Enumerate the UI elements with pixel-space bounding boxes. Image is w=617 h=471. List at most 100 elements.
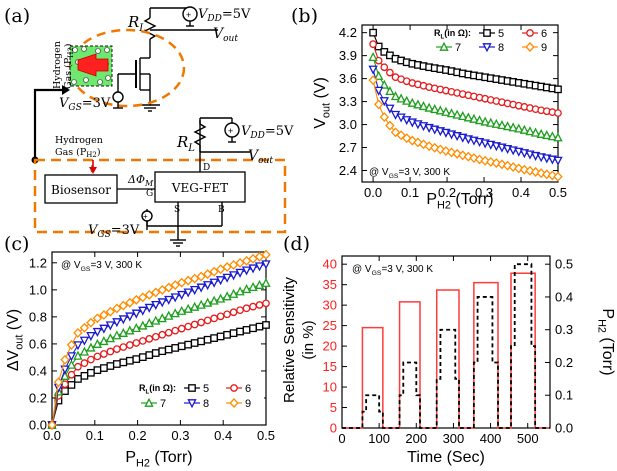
svg-text:ΔΦM: ΔΦM (127, 173, 154, 188)
panel-label-c: (c) (4, 233, 29, 255)
y-tick-label: 0.0 (29, 418, 47, 433)
data-point (237, 328, 243, 334)
data-point (94, 367, 100, 373)
data-point (81, 360, 87, 366)
condition-annotation: @ VGS=3 V, 300 K (61, 260, 142, 273)
svg-text:VGS=3V: VGS=3V (88, 223, 140, 240)
y-axis-label: Vout (V) (312, 77, 332, 129)
legend: RL(in Ω): 5 6 7 8 9 (136, 376, 264, 412)
svg-text:Gas (PH2): Gas (PH2) (55, 147, 101, 159)
svg-text:Vout: Vout (213, 26, 238, 44)
y-right-tick-label: 0.4 (555, 289, 573, 304)
y-left-tick-label: 40 (323, 257, 337, 272)
data-point (153, 350, 159, 356)
data-point (256, 323, 262, 329)
data-point (120, 359, 126, 365)
y-left-tick-label: 35 (323, 277, 337, 292)
condition-annotation: @ VGS=3 V, 300 K (352, 264, 433, 277)
data-point (120, 344, 126, 350)
svg-text:Hydrogen Gas (PH2): Hydrogen Gas (PH2) (52, 38, 75, 89)
y-right-tick-label: 0.2 (555, 355, 573, 370)
legend-label: 6 (245, 383, 251, 395)
y-tick-label: 1.0 (29, 282, 47, 297)
data-point (250, 303, 256, 309)
sensitivity-vs-time-chart: 0 100 200 300 400 50005101520253035400.00.10.… (281, 256, 616, 466)
x-tick-label: 0.3 (171, 428, 189, 443)
y-axis-label: ΔVout (V) (5, 309, 25, 371)
y-left-tick-label: 15 (323, 359, 337, 374)
data-point (107, 363, 113, 369)
x-tick-label: 0.2 (129, 428, 147, 443)
legend-label: 9 (541, 42, 547, 54)
legend-label: 9 (245, 398, 251, 410)
data-point (68, 372, 74, 378)
svg-text:RL: RL (176, 133, 195, 154)
data-point (101, 365, 107, 371)
y-left-tick-label: 20 (323, 339, 337, 354)
legend-marker (484, 30, 490, 36)
data-point (263, 322, 269, 328)
y-right-tick-label: 0.1 (555, 388, 573, 403)
data-point (166, 346, 172, 352)
data-point (146, 336, 152, 342)
data-point (191, 340, 197, 346)
y-left-tick-label: 0 (330, 421, 337, 436)
legend-label: 8 (203, 398, 209, 410)
x-tick-label: 200 (405, 431, 427, 446)
y-tick-label: 3.3 (339, 94, 357, 109)
y-right-tick-label: 0.5 (555, 257, 573, 272)
y-tick-label: 3.9 (339, 48, 357, 63)
vgs-source-top (113, 74, 123, 108)
svg-text:VDD=5V: VDD=5V (241, 124, 294, 141)
y-left-tick-label: 10 (323, 380, 337, 395)
data-point (211, 335, 217, 341)
data-point (146, 352, 152, 358)
data-point (133, 340, 139, 346)
x-axis-label: PH2 (Torr) (125, 449, 192, 469)
y-tick-label: 0.6 (29, 336, 47, 351)
legend-marker (189, 385, 195, 391)
y-tick-label: 0.4 (29, 363, 47, 378)
data-point (243, 305, 249, 311)
data-point (217, 313, 223, 319)
data-point (198, 319, 204, 325)
x-axis-label: PH2 (Torr) (426, 191, 493, 211)
vout-vs-ph2-chart: 0.0 0.1 0.2 0.3 0.4 0.52.42.73.03.33.63.94.2P… (312, 25, 567, 211)
data-point (159, 332, 165, 338)
panel-label-d: (d) (283, 233, 310, 255)
svg-text:Vout: Vout (248, 148, 273, 166)
legend-label: 5 (498, 28, 504, 40)
data-point (153, 334, 159, 340)
y-right-axis-label: PH2 (Torr) (596, 308, 616, 375)
data-point (68, 382, 74, 388)
data-point (217, 333, 223, 339)
data-point (178, 343, 184, 349)
panel-label-b: (b) (291, 5, 318, 27)
svg-text:VGS=3V: VGS=3V (59, 96, 111, 113)
data-point (555, 86, 561, 92)
svg-text:D: D (203, 163, 210, 173)
y-left-tick-label: 5 (330, 400, 337, 415)
data-point (224, 311, 230, 317)
plot-frame (342, 256, 550, 428)
x-tick-label: 0.5 (549, 185, 567, 200)
legend-label: 8 (498, 42, 504, 54)
load-resistor-top (145, 18, 155, 39)
y-right-tick-label: 0.0 (555, 421, 573, 436)
svg-text:+: + (228, 126, 233, 136)
data-point (263, 300, 269, 306)
data-point (140, 338, 146, 344)
data-point (185, 323, 191, 329)
data-point (159, 348, 165, 354)
data-point (224, 332, 230, 338)
svg-text:G: G (146, 189, 153, 199)
data-point (133, 356, 139, 362)
x-tick-label: 0.4 (512, 185, 530, 200)
data-point (211, 315, 217, 321)
data-point (204, 337, 210, 343)
x-tick-label: 300 (443, 431, 465, 446)
legend-label: 6 (541, 28, 547, 40)
data-point (81, 373, 87, 379)
data-point (166, 330, 172, 336)
data-point (178, 325, 184, 331)
